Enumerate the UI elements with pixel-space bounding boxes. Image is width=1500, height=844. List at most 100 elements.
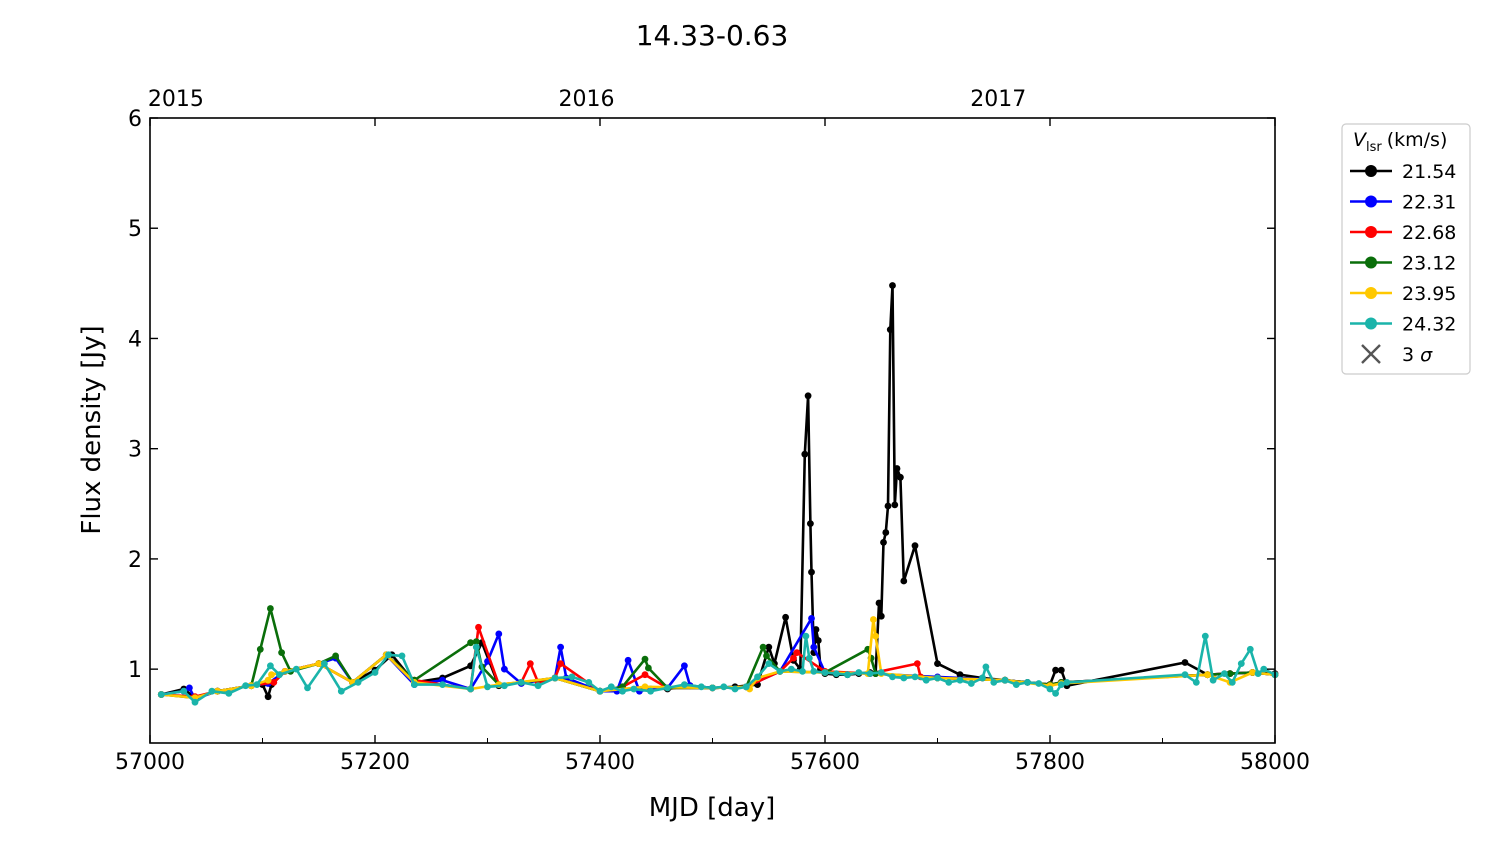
data-point: [802, 632, 810, 640]
data-point: [641, 671, 649, 679]
legend-label: 24.32: [1402, 314, 1456, 336]
data-point: [934, 674, 941, 682]
data-point: [624, 656, 632, 664]
data-point: [332, 652, 339, 660]
data-point: [1254, 670, 1262, 677]
data-point: [467, 639, 474, 647]
data-point: [495, 630, 503, 638]
data-point: [891, 501, 899, 509]
y-tick-label: 3: [128, 438, 142, 463]
data-point: [884, 502, 892, 510]
data-point: [1012, 681, 1020, 688]
data-point: [956, 676, 964, 684]
data-point: [596, 687, 604, 695]
data-point: [889, 282, 896, 289]
legend-entry: 22.68: [1350, 222, 1456, 244]
data-point: [1046, 685, 1054, 693]
x-tick-label: 57200: [340, 750, 410, 775]
y-axis-label: Flux density [Jy]: [77, 325, 107, 534]
data-point: [720, 683, 728, 691]
data-point: [371, 669, 379, 676]
data-point: [754, 673, 761, 681]
series-line: [160, 284, 1276, 700]
data-point: [1226, 670, 1234, 677]
data-point: [398, 652, 406, 660]
data-point: [763, 652, 770, 660]
data-point: [872, 632, 879, 640]
data-point: [790, 654, 797, 662]
data-point: [337, 687, 345, 695]
data-point: [1204, 671, 1211, 679]
x-tick-label: 57800: [1015, 750, 1085, 775]
legend-label: 21.54: [1402, 161, 1456, 183]
data-point: [1181, 671, 1189, 679]
y-axis: 1 2 3 4 5 6: [128, 107, 1275, 683]
data-point: [253, 681, 261, 688]
series-line: [161, 607, 1276, 700]
series-1: [157, 615, 1279, 703]
data-point: [765, 643, 773, 651]
data-point: [647, 687, 654, 695]
data-point: [551, 674, 559, 682]
legend-entry: 23.95: [1350, 283, 1456, 305]
data-point: [1063, 679, 1071, 686]
data-point: [832, 670, 840, 677]
legend-entry-sigma: 3 σ: [1361, 344, 1433, 366]
data-point: [808, 615, 815, 622]
data-point: [681, 681, 688, 688]
data-point: [814, 637, 822, 644]
data-point: [557, 660, 564, 667]
data-point: [557, 643, 564, 651]
legend-title-subscript: lsr: [1366, 140, 1382, 155]
data-point: [607, 683, 615, 691]
data-point: [893, 465, 901, 472]
legend-marker: [1365, 317, 1377, 330]
data-point: [805, 654, 813, 662]
data-point: [1001, 676, 1009, 684]
series-line: [161, 634, 1276, 704]
data-point: [268, 671, 275, 679]
data-point: [880, 539, 887, 546]
data-point: [1057, 681, 1065, 688]
data-point: [934, 660, 941, 667]
data-point: [1181, 659, 1189, 666]
data-point: [877, 669, 885, 676]
data-point: [886, 326, 894, 333]
data-point: [1052, 666, 1059, 674]
data-point: [354, 679, 362, 686]
chart-title: 14.33-0.63: [636, 19, 789, 52]
data-point: [304, 684, 311, 692]
y-tick-label: 1: [128, 658, 142, 683]
data-point: [844, 671, 851, 679]
data-point: [810, 668, 818, 675]
data-point: [882, 529, 890, 536]
data-point: [225, 690, 233, 697]
data-point: [793, 649, 801, 656]
data-point: [804, 392, 812, 400]
series-5: [157, 632, 1279, 706]
data-point: [472, 643, 480, 651]
data-point: [900, 674, 908, 682]
data-point: [645, 664, 652, 672]
legend-label: 23.95: [1402, 283, 1456, 305]
data-point: [517, 679, 525, 686]
sigma-marker: [1361, 344, 1381, 364]
legend-box: [1341, 123, 1471, 375]
data-point: [411, 681, 418, 688]
legend-marker: [1365, 195, 1377, 208]
data-point: [157, 691, 165, 698]
data-point: [180, 687, 188, 695]
data-point: [208, 687, 216, 695]
legend-marker: [1365, 165, 1377, 177]
data-point: [292, 665, 300, 673]
data-point: [270, 679, 278, 686]
data-point: [889, 673, 896, 681]
data-point: [439, 681, 446, 688]
data-point: [1192, 679, 1200, 686]
data-point: [945, 679, 953, 686]
data-point: [787, 665, 795, 673]
x-tick-label: 57000: [115, 750, 185, 775]
legend-entry: 24.32: [1350, 314, 1456, 336]
data-point: [782, 613, 789, 621]
legend-label-sigma: 3 σ: [1402, 344, 1433, 366]
